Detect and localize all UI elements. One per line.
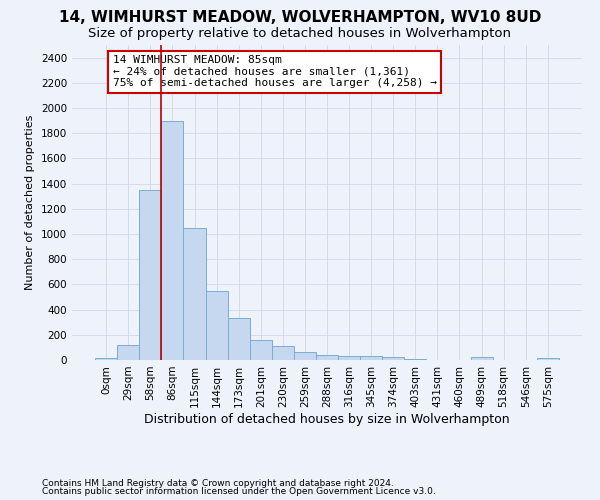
Bar	[250, 340, 272, 360]
Bar	[161, 120, 184, 360]
Text: Size of property relative to detached houses in Wolverhampton: Size of property relative to detached ho…	[89, 28, 511, 40]
Bar	[272, 346, 294, 360]
Text: 14, WIMHURST MEADOW, WOLVERHAMPTON, WV10 8UD: 14, WIMHURST MEADOW, WOLVERHAMPTON, WV10…	[59, 10, 541, 25]
Bar	[95, 358, 117, 360]
Bar	[184, 228, 206, 360]
Bar	[206, 292, 227, 360]
Bar	[338, 356, 360, 360]
Text: Contains HM Land Registry data © Crown copyright and database right 2024.: Contains HM Land Registry data © Crown c…	[42, 478, 394, 488]
Bar	[470, 358, 493, 360]
Bar	[404, 359, 427, 360]
Bar	[382, 358, 404, 360]
Bar	[227, 318, 250, 360]
Text: Contains public sector information licensed under the Open Government Licence v3: Contains public sector information licen…	[42, 487, 436, 496]
Bar	[537, 358, 559, 360]
Bar	[139, 190, 161, 360]
Bar	[117, 345, 139, 360]
Text: 14 WIMHURST MEADOW: 85sqm
← 24% of detached houses are smaller (1,361)
75% of se: 14 WIMHURST MEADOW: 85sqm ← 24% of detac…	[113, 55, 437, 88]
Y-axis label: Number of detached properties: Number of detached properties	[25, 115, 35, 290]
Bar	[360, 356, 382, 360]
X-axis label: Distribution of detached houses by size in Wolverhampton: Distribution of detached houses by size …	[144, 412, 510, 426]
Bar	[316, 355, 338, 360]
Bar	[294, 352, 316, 360]
